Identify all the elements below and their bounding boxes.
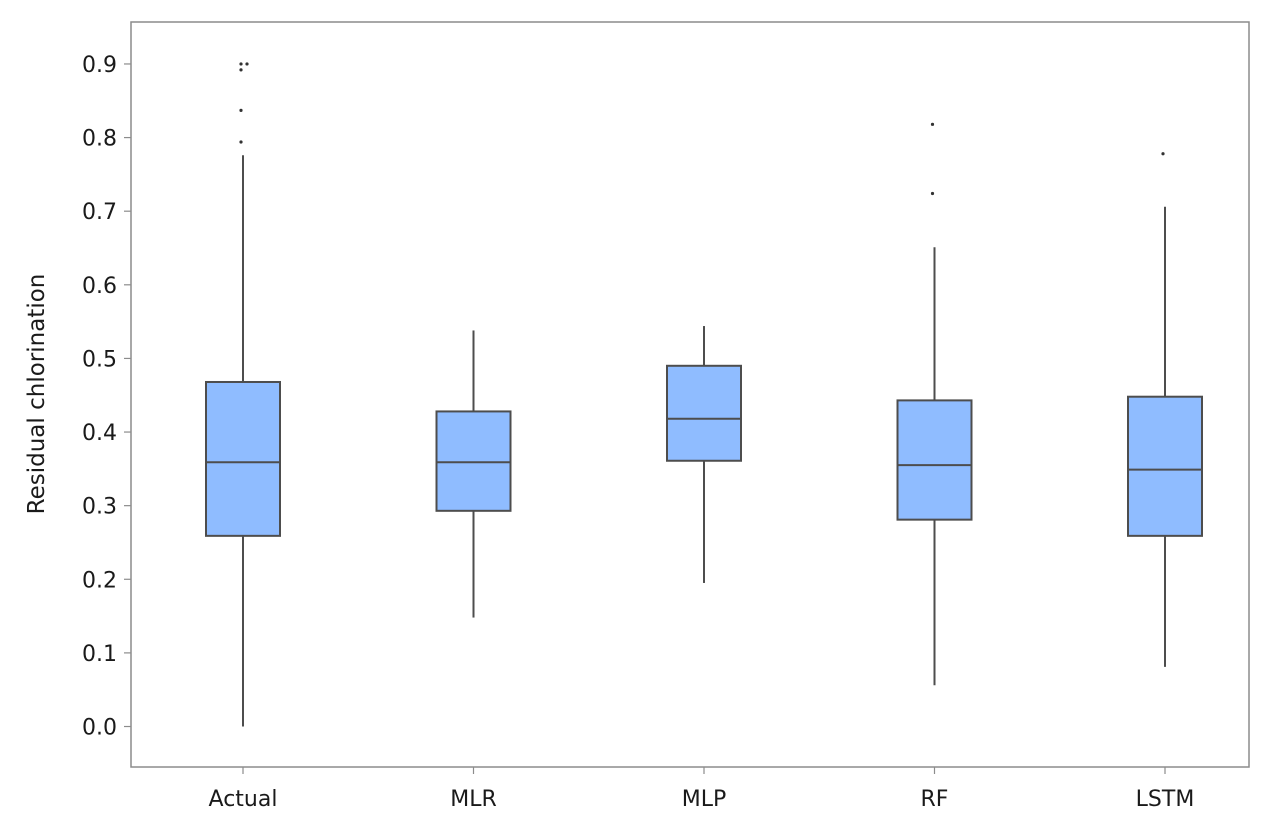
y-tick-label: 0.6 [82, 274, 117, 299]
x-axis: Actual MLR MLP RF LSTM [209, 767, 1195, 812]
box-group-actual [205, 62, 281, 727]
outlier-point [239, 62, 243, 66]
outlier-point [239, 140, 243, 144]
outlier-point [930, 122, 935, 126]
y-tick-label: 0.4 [82, 421, 117, 446]
x-tick-label: RF [921, 787, 949, 812]
y-tick-label: 0.8 [82, 127, 117, 152]
box-group-lstm [1127, 152, 1203, 667]
outlier-point [930, 191, 935, 196]
outlier-point [1161, 152, 1165, 156]
plot-frame [130, 21, 1250, 768]
outlier-point [239, 108, 243, 112]
iqr-box [205, 380, 281, 537]
iqr-box [666, 364, 742, 462]
box-group-mlp [666, 326, 742, 583]
outlier-point [245, 62, 249, 66]
iqr-box [896, 399, 973, 521]
x-tick-label: MLP [682, 787, 727, 812]
y-tick-label: 0.3 [82, 495, 117, 520]
y-axis: 0.0 0.1 0.2 0.3 0.4 0.5 0.6 0.7 0.8 0.9 [82, 53, 131, 741]
y-axis-title: Residual chlorination [24, 274, 50, 515]
box-group-mlr [435, 330, 512, 618]
x-tick-label: LSTM [1136, 787, 1195, 812]
y-tick-label: 0.0 [82, 716, 117, 741]
outlier-point [239, 68, 243, 72]
iqr-box [435, 410, 512, 512]
y-tick-label: 0.2 [82, 568, 117, 593]
y-tick-label: 0.9 [82, 53, 117, 78]
box-series [205, 62, 1203, 727]
x-tick-label: Actual [209, 787, 278, 812]
y-tick-label: 0.7 [82, 200, 117, 225]
x-tick-label: MLR [450, 787, 497, 812]
y-tick-label: 0.1 [82, 642, 117, 667]
iqr-box [1127, 395, 1203, 537]
box-group-rf [896, 122, 973, 686]
y-tick-label: 0.5 [82, 347, 117, 372]
